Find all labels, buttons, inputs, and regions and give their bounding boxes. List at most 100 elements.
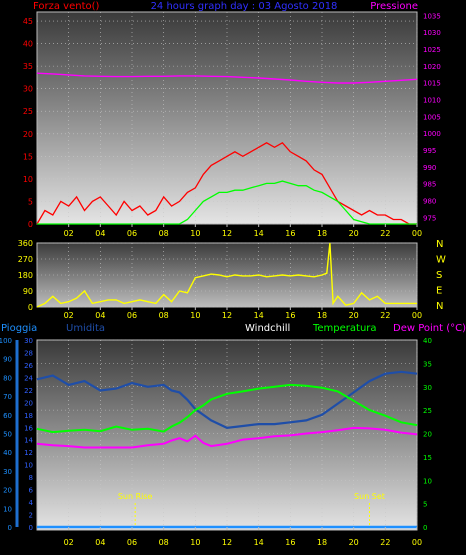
sun-marker-label: Sun Set [354,492,385,501]
y-right-tick-label: 1005 [423,113,441,121]
sun-marker-label: Sun Rise [118,492,153,501]
x-tick-label: 00 [412,538,422,547]
x-tick-label: 06 [127,538,137,547]
x-tick-label: 14 [254,229,264,238]
temp-right-tick-label: 0 [423,524,427,532]
y-left-tick-label: 30 [23,85,33,94]
y-right-tick-label: 1015 [423,80,441,88]
rain-tick-label: 20 [3,487,12,495]
x-tick-label: 00 [412,229,422,238]
temp-right-tick-label: 30 [423,384,432,392]
temp-left-tick-label: 30 [24,337,33,345]
temp-right-tick-label: 20 [423,431,432,439]
x-tick-label: 12 [222,311,232,320]
x-tick-label: 22 [380,229,390,238]
x-tick-label: 16 [285,538,295,547]
temp-right-tick-label: 15 [423,454,432,462]
x-tick-label: 10 [190,538,200,547]
wind-pressure-marks [36,72,418,225]
x-tick-label: 00 [412,311,422,320]
compass-label: N [436,301,443,312]
compass-label: S [436,270,442,281]
x-tick-label: 18 [317,538,327,547]
x-tick-label: 08 [159,538,169,547]
y-left-tick-label: 15 [23,152,33,161]
series-line-temperatura [36,383,418,434]
series-line-umidita [36,370,418,430]
temp-left-tick-label: 8 [29,474,33,482]
temp-left-tick-label: 4 [29,499,34,507]
y-right-tick-label: 985 [423,181,436,189]
temp-right-tick-label: 10 [423,477,432,485]
wind-speed-axis-title: Forza vento() [33,1,100,12]
x-tick-label: 16 [285,229,295,238]
y-left-tick-label: 0 [28,220,33,229]
temp-left-tick-label: 14 [24,437,33,445]
temp-left-tick-label: 22 [24,387,33,395]
y-right-tick-label: 980 [423,197,436,205]
pressure-axis-title: Pressione [370,1,418,12]
x-tick-label: 20 [349,229,359,238]
rain-tick-label: 60 [3,412,12,420]
y-tick-label: 0 [28,303,33,312]
compass-label: E [436,286,442,297]
x-tick-label: 20 [349,311,359,320]
x-tick-label: 06 [127,311,137,320]
x-tick-label: 22 [380,311,390,320]
x-tick-label: 14 [254,538,264,547]
y-tick-label: 90 [23,287,33,296]
x-tick-label: 02 [64,538,74,547]
rain-tick-label: 30 [3,468,12,476]
windchill-legend: Windchill [245,323,290,334]
series-line-wind-gust [36,141,417,225]
y-right-tick-label: 990 [423,164,436,172]
y-left-tick-label: 35 [23,62,33,71]
series-line-wind-direction [36,242,417,308]
temp-left-tick-label: 26 [24,362,33,370]
wind-direction-marks [36,242,417,308]
rain-tick-label: 80 [3,374,12,382]
x-tick-label: 04 [95,311,105,320]
rain-tick-label: 10 [3,505,12,513]
y-left-tick-label: 45 [23,17,33,26]
humidity-axis-title: Umidita [66,323,105,334]
compass-label: N [436,239,443,250]
temp-left-tick-label: 16 [24,424,33,432]
temp-left-tick-label: 18 [24,412,33,420]
temp-right-tick-label: 35 [423,360,432,368]
temp-left-tick-label: 12 [24,449,33,457]
x-tick-label: 04 [95,229,105,238]
x-tick-label: 04 [95,538,105,547]
temp-left-tick-label: 6 [29,487,34,495]
dewpoint-legend: Dew Point (°C) [393,323,466,334]
y-right-tick-label: 1030 [423,29,441,37]
y-right-tick-label: 995 [423,147,436,155]
temp-left-tick-label: 10 [24,462,33,470]
x-tick-label: 08 [159,229,169,238]
series-line-wind-average [37,180,417,225]
temp-left-tick-label: 2 [29,512,33,520]
rain-tick-label: 0 [8,524,12,532]
y-left-tick-label: 10 [23,175,33,184]
rain-tick-label: 70 [3,393,12,401]
wind-pressure-axes: 0510152025303540459759809859909951000100… [23,12,441,238]
rain-tick-label: 40 [3,449,12,457]
y-left-tick-label: 20 [23,130,33,139]
y-right-tick-label: 1000 [423,130,441,138]
compass-label: W [436,255,446,266]
x-tick-label: 22 [380,538,390,547]
x-tick-label: 20 [349,538,359,547]
temp-left-tick-label: 28 [24,349,33,357]
series-line-dew-point-c- [36,426,418,449]
temperature-axes: 0102030405060708090100024681012141618202… [0,337,432,547]
y-right-tick-label: 1025 [423,46,441,54]
x-tick-label: 16 [285,311,295,320]
x-tick-label: 10 [190,229,200,238]
x-tick-label: 14 [254,311,264,320]
y-right-tick-label: 1010 [423,96,441,104]
y-tick-label: 360 [18,239,33,248]
chart-title: 24 hours graph day : 03 Agosto 2018 [151,1,338,12]
